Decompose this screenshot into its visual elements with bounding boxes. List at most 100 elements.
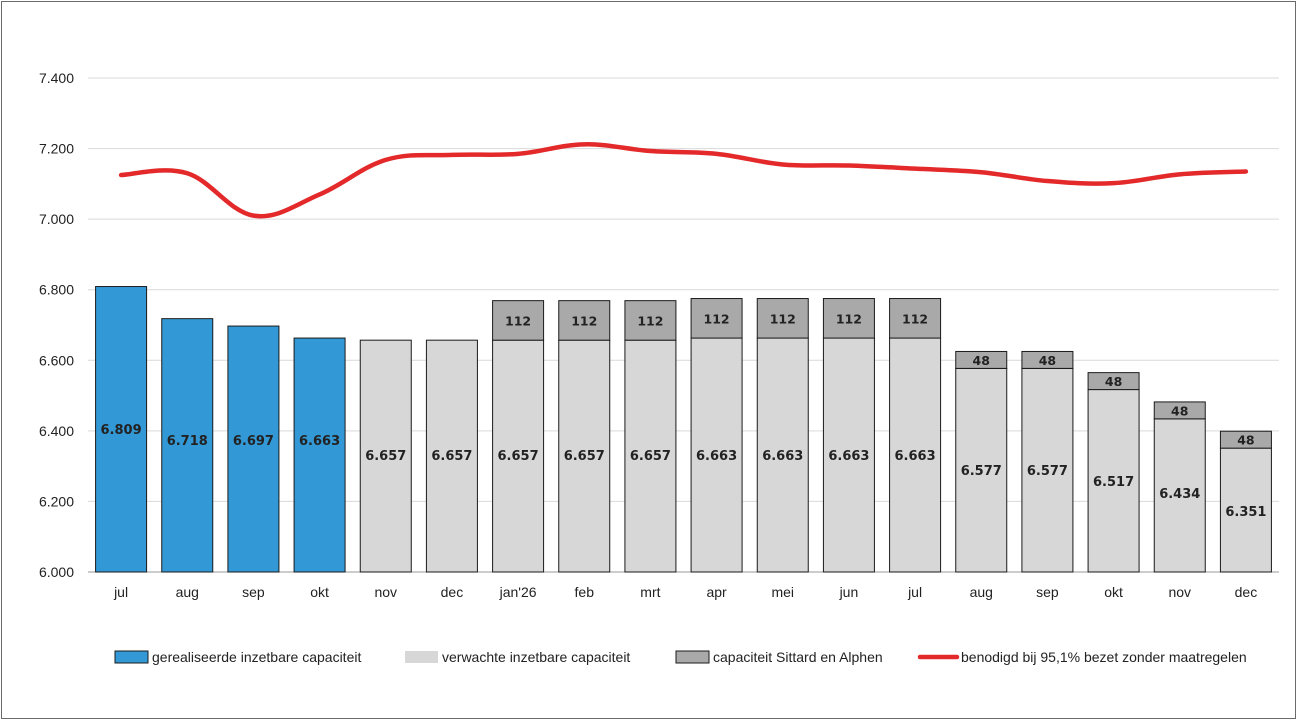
x-tick-label: nov xyxy=(374,584,397,600)
legend: gerealiseerde inzetbare capaciteit verwac… xyxy=(114,649,1247,665)
bar-label: 112 xyxy=(505,313,531,328)
legend-label: verwachte inzetbare capaciteit xyxy=(442,649,630,665)
bar-expected xyxy=(1087,389,1140,573)
bar-sittard-alphen xyxy=(492,300,545,341)
bar-expected xyxy=(1021,367,1074,573)
bar-expected xyxy=(1153,418,1206,573)
legend-label: benodigd bij 95,1% bezet zonder maatrege… xyxy=(961,649,1247,665)
x-tick-label: jul xyxy=(113,584,128,600)
bar-expected xyxy=(955,367,1008,573)
bar-sittard-alphen xyxy=(756,298,809,339)
x-tick-label: feb xyxy=(575,584,595,600)
y-tick-label: 7.200 xyxy=(39,141,74,157)
x-tick-label: nov xyxy=(1168,584,1191,600)
y-tick-label: 6.200 xyxy=(39,493,74,509)
y-tick-label: 7.400 xyxy=(39,70,74,86)
bar-label: 6.663 xyxy=(828,449,869,464)
bar-label: 6.663 xyxy=(895,449,936,464)
bar-expected xyxy=(690,337,743,573)
bar-label: 112 xyxy=(770,311,796,326)
legend-label: gerealiseerde inzetbare capaciteit xyxy=(152,649,361,665)
x-tick-label: apr xyxy=(706,584,727,600)
bar-sittard-alphen xyxy=(955,350,1008,369)
bar-label: 48 xyxy=(973,353,990,368)
bar-label: 6.657 xyxy=(630,449,671,464)
bar-label: 6.718 xyxy=(167,434,208,449)
bar-label: 6.434 xyxy=(1159,487,1200,502)
bar-label: 6.657 xyxy=(431,449,472,464)
bar-expected xyxy=(359,339,412,573)
bar-realised xyxy=(293,337,346,573)
bars: 6.809 6.718 6.697 6.663 6.657 6.657 6.657 112 6.… xyxy=(95,286,1272,573)
bar-label: 112 xyxy=(902,311,928,326)
x-tick-label: sep xyxy=(242,584,265,600)
bar-realised xyxy=(161,318,214,573)
bar-label: 48 xyxy=(1039,353,1056,368)
bar-expected xyxy=(822,337,875,573)
legend-swatch xyxy=(114,650,149,664)
bar-sittard-alphen xyxy=(558,300,611,341)
y-tick-label: 6.600 xyxy=(39,352,74,368)
bar-sittard-alphen xyxy=(1219,430,1272,449)
bar-label: 6.657 xyxy=(498,449,539,464)
y-tick-label: 7.000 xyxy=(39,211,74,227)
line-series-required xyxy=(118,142,1249,219)
legend-label: capaciteit Sittard en Alphen xyxy=(713,649,883,665)
x-tick-label: jan'26 xyxy=(499,584,537,600)
x-tick-label: dec xyxy=(1235,584,1258,600)
bar-label: 48 xyxy=(1171,403,1188,418)
bar-label: 6.351 xyxy=(1225,505,1266,520)
bar-label: 112 xyxy=(704,311,730,326)
x-tick-label: mrt xyxy=(640,584,660,600)
bar-label: 112 xyxy=(836,311,862,326)
bar-label: 6.809 xyxy=(101,423,142,438)
bar-sittard-alphen xyxy=(822,298,875,339)
bar-expected xyxy=(624,339,677,573)
bar-expected xyxy=(756,337,809,573)
bar-label: 112 xyxy=(571,313,597,328)
legend-swatch xyxy=(405,651,438,663)
bar-label: 6.663 xyxy=(299,434,340,449)
bar-label: 48 xyxy=(1105,374,1122,389)
bar-label: 6.577 xyxy=(961,464,1002,479)
x-tick-label: dec xyxy=(441,584,464,600)
bar-label: 6.663 xyxy=(762,449,803,464)
x-tick-label: sep xyxy=(1036,584,1059,600)
bar-label: 6.577 xyxy=(1027,464,1068,479)
x-tick-label: okt xyxy=(1104,584,1123,600)
bar-label: 6.657 xyxy=(365,449,406,464)
bar-label: 6.657 xyxy=(564,449,605,464)
gridlines xyxy=(88,77,1279,573)
required-capacity-line xyxy=(118,142,1249,219)
bar-expected xyxy=(889,337,942,573)
bar-realised xyxy=(95,286,148,573)
bar-sittard-alphen xyxy=(889,298,942,339)
bar-expected xyxy=(1219,447,1272,573)
bar-label: 48 xyxy=(1237,433,1254,448)
x-tick-label: mei xyxy=(771,584,794,600)
y-axis-ticks: 6.000 6.200 6.400 6.600 6.800 7.000 7.200 7.400 xyxy=(39,70,74,580)
x-axis-ticks: jul aug sep okt nov dec jan'26 feb mrt apr mei jun j… xyxy=(113,584,1257,600)
bar-expected xyxy=(558,339,611,573)
bar-label: 6.697 xyxy=(233,434,274,449)
bar-label: 6.517 xyxy=(1093,475,1134,490)
y-tick-label: 6.800 xyxy=(39,282,74,298)
bar-sittard-alphen xyxy=(1021,350,1074,369)
x-tick-label: aug xyxy=(970,584,993,600)
bar-sittard-alphen xyxy=(690,298,743,339)
bar-label: 6.663 xyxy=(696,449,737,464)
y-tick-label: 6.400 xyxy=(39,423,74,439)
y-tick-label: 6.000 xyxy=(39,564,74,580)
x-tick-label: aug xyxy=(176,584,199,600)
legend-swatch xyxy=(675,650,710,664)
bar-sittard-alphen xyxy=(1087,372,1140,391)
x-tick-label: jul xyxy=(907,584,922,600)
bar-label: 112 xyxy=(637,313,663,328)
x-tick-label: okt xyxy=(310,584,329,600)
bar-sittard-alphen xyxy=(1153,401,1206,420)
bar-realised xyxy=(227,325,280,573)
x-tick-label: jun xyxy=(839,584,859,600)
bar-expected xyxy=(425,339,478,573)
